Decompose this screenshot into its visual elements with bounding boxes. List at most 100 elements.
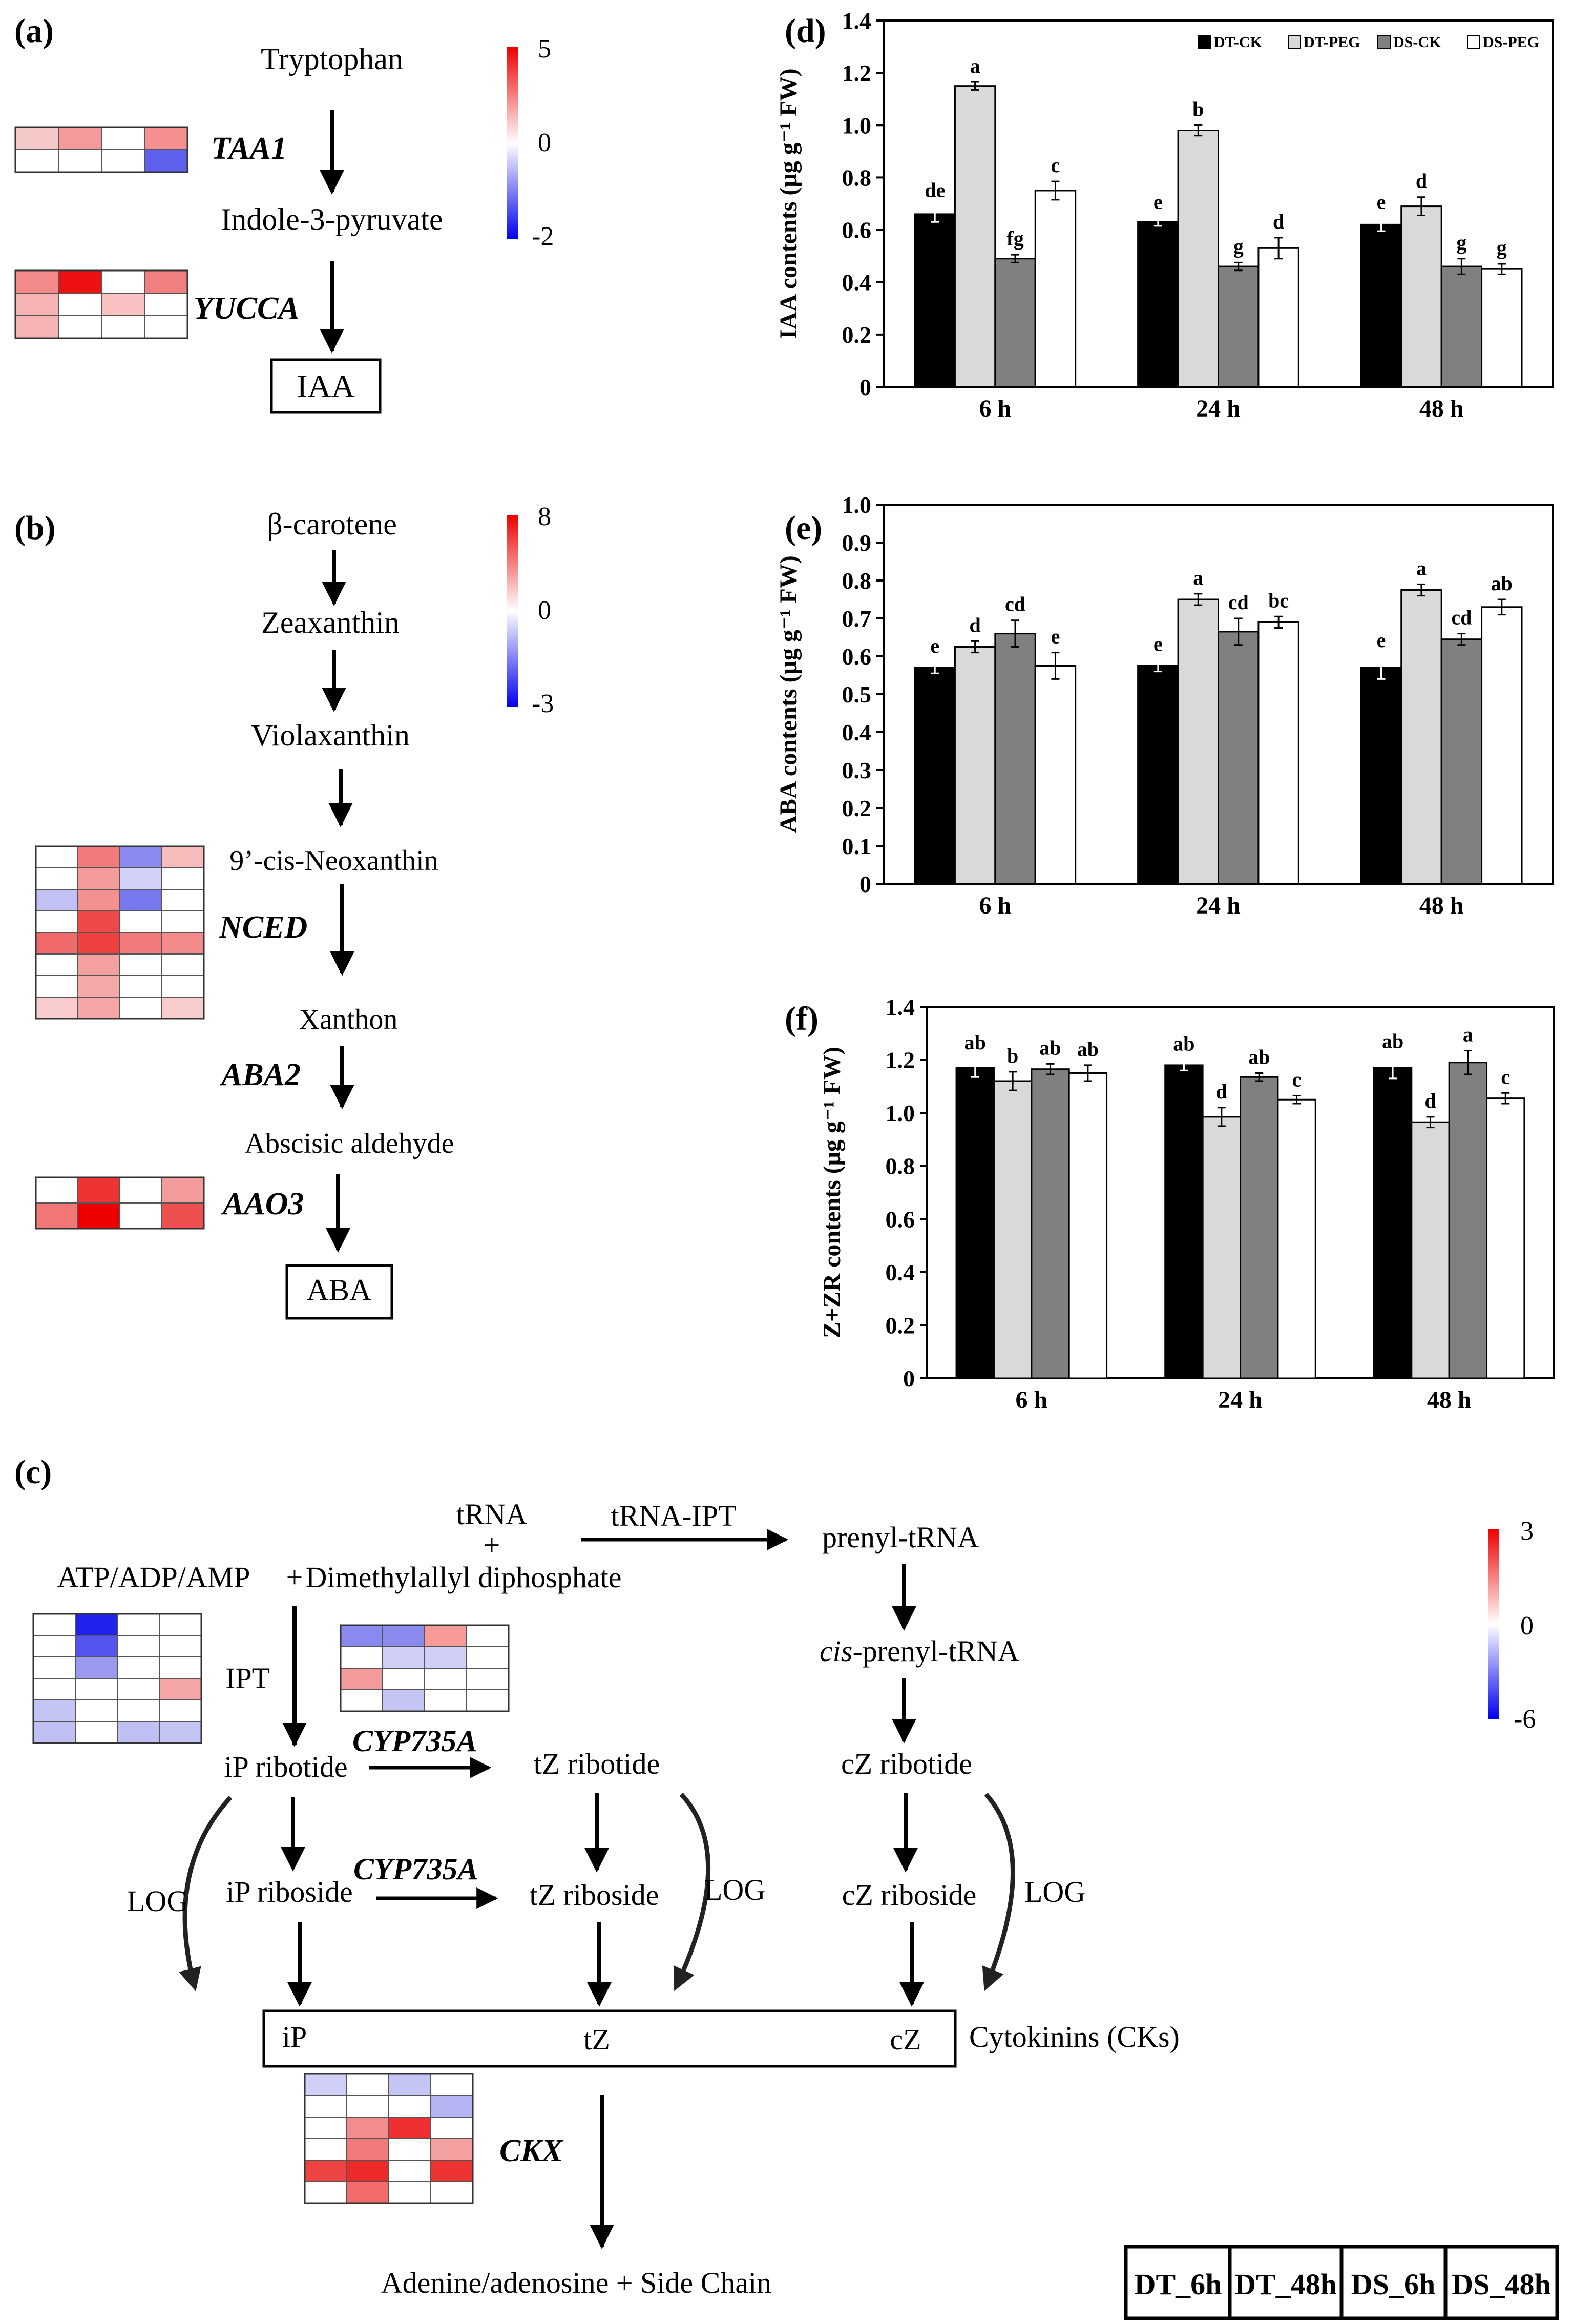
heatmap-ipt-cell: [159, 1635, 202, 1657]
significance-label: ab: [1039, 1036, 1061, 1059]
y-tick-label: 1.4: [886, 994, 915, 1020]
node-dmapp: Dimethylallyl diphosphate: [306, 1561, 622, 1594]
bar: [1360, 667, 1402, 885]
gene-log-2: LOG: [704, 1873, 765, 1906]
y-axis-label: ABA contents (μg g⁻¹ FW): [775, 555, 802, 833]
node-ip-ribotide: iP ribotide: [224, 1750, 347, 1783]
significance-label: ab: [1077, 1038, 1099, 1061]
bar: [993, 1080, 1033, 1379]
heatmap-cyp735a-cell: [382, 1689, 425, 1712]
significance-label: d: [1216, 1080, 1227, 1103]
heatmap-aao3-cell: [119, 1202, 162, 1229]
heatmap-ipt-cell: [75, 1656, 118, 1679]
heatmap-ckx-cell: [388, 2095, 431, 2118]
significance-label: d: [1273, 210, 1284, 233]
bar: [1218, 265, 1260, 388]
heatmap-yucca-cell: [144, 315, 188, 339]
node-plus-2: +: [286, 1561, 303, 1594]
heatmap-nced-cell: [119, 975, 162, 998]
x-tick-label: 24 h: [1196, 395, 1241, 422]
heatmap-taa1-cell: [15, 149, 59, 173]
heatmap-ckx-cell: [430, 2116, 473, 2139]
node-adenine: Adenine/adenosine + Side Chain: [381, 2266, 771, 2299]
node-cytokinins: Cytokinins (CKs): [969, 2020, 1180, 2053]
heatmap-taa1-cell: [144, 149, 188, 173]
heatmap-ipt-cell: [33, 1635, 76, 1657]
scale-c-min: -6: [1514, 1705, 1536, 1734]
heatmap-nced-cell: [35, 953, 78, 976]
heatmap-nced-cell: [77, 910, 120, 933]
y-tick-label: 0.2: [886, 1312, 915, 1338]
bar: [1277, 1098, 1316, 1379]
heatmap-taa1-cell: [144, 127, 188, 150]
bar: [1481, 268, 1523, 388]
significance-label: a: [970, 54, 980, 77]
heatmap-nced-cell: [77, 889, 120, 911]
significance-label: c: [1051, 154, 1060, 177]
heatmap-ipt: [32, 1613, 202, 1744]
gene-ckx: CKX: [499, 2133, 564, 2168]
heatmap-nced-cell: [77, 975, 120, 998]
heatmap-nced-cell: [161, 910, 204, 933]
bar: [914, 213, 956, 388]
heatmap-ckx-cell: [430, 2073, 473, 2096]
heatmap-cyp735a-cell: [340, 1625, 383, 1647]
heatmap-nced-cell: [161, 997, 204, 1019]
heatmap-aao3-cell: [35, 1177, 78, 1204]
significance-label: g: [1456, 231, 1466, 254]
heatmap-nced-cell: [35, 846, 78, 868]
gene-yucca: YUCCA: [194, 291, 300, 326]
heatmap-cyp735a-cell: [340, 1668, 383, 1690]
heatmap-yucca-cell: [58, 315, 102, 339]
y-tick-label: 1.0: [886, 1100, 915, 1126]
legend-dt-ck: DT-CK: [1214, 34, 1263, 51]
color-scale-a: [507, 47, 518, 239]
heatmap-yucca-cell: [15, 293, 59, 316]
gene-ipt: IPT: [225, 1662, 270, 1695]
node-beta-carotene: β-carotene: [267, 507, 397, 541]
heatmap-taa1-frame: [14, 126, 188, 173]
significance-label: ab: [964, 1031, 986, 1054]
heatmap-nced-cell: [35, 910, 78, 933]
bar: [1440, 265, 1483, 388]
y-tick-label: 0.6: [886, 1206, 915, 1232]
heatmap-ckx-cell: [430, 2138, 473, 2161]
bar: [1137, 221, 1179, 388]
y-tick-label: 0.7: [842, 606, 872, 632]
y-tick-label: 0.2: [842, 795, 872, 821]
significance-label: b: [1192, 97, 1204, 120]
bar: [1486, 1097, 1525, 1379]
significance-label: e: [1051, 625, 1060, 648]
heatmap-yucca-cell: [15, 270, 59, 294]
y-tick-label: 0.3: [842, 757, 872, 783]
node-iaa: IAA: [297, 368, 355, 404]
bar: [1068, 1072, 1108, 1379]
scale-b-mid: 0: [538, 596, 551, 625]
y-tick-label: 0.4: [886, 1259, 915, 1285]
heatmap-cyp735a-frame: [340, 1624, 510, 1712]
node-prenyl-trna: prenyl-tRNA: [822, 1521, 979, 1554]
y-tick-label: 0.8: [886, 1153, 915, 1179]
significance-label: g: [1233, 235, 1244, 258]
heatmap-ipt-cell: [117, 1699, 160, 1722]
heatmap-ckx-cell: [388, 2073, 431, 2096]
bar: [994, 258, 1036, 388]
legend-col-3: DS_6h: [1351, 2268, 1435, 2301]
panel-b-label: (b): [14, 509, 56, 547]
heatmap-nced-cell: [161, 889, 204, 911]
x-tick-label: 6 h: [979, 892, 1011, 919]
heatmap-yucca-cell: [101, 270, 145, 294]
heatmap-ipt-cell: [75, 1721, 118, 1744]
heatmap-yucca-cell: [15, 315, 59, 339]
heatmap-nced: [35, 845, 205, 1020]
x-tick-label: 48 h: [1427, 1386, 1472, 1414]
heatmap-nced-cell: [119, 889, 162, 911]
heatmap-ipt-cell: [117, 1721, 160, 1744]
significance-label: e: [1377, 629, 1386, 652]
significance-label: d: [1424, 1089, 1436, 1112]
node-plus: +: [484, 1528, 500, 1562]
heatmap-nced-cell: [35, 867, 78, 890]
cis-prefix: cis: [820, 1634, 852, 1668]
node-tz-ribotide: tZ ribotide: [534, 1747, 660, 1780]
heatmap-nced-cell: [161, 867, 204, 890]
